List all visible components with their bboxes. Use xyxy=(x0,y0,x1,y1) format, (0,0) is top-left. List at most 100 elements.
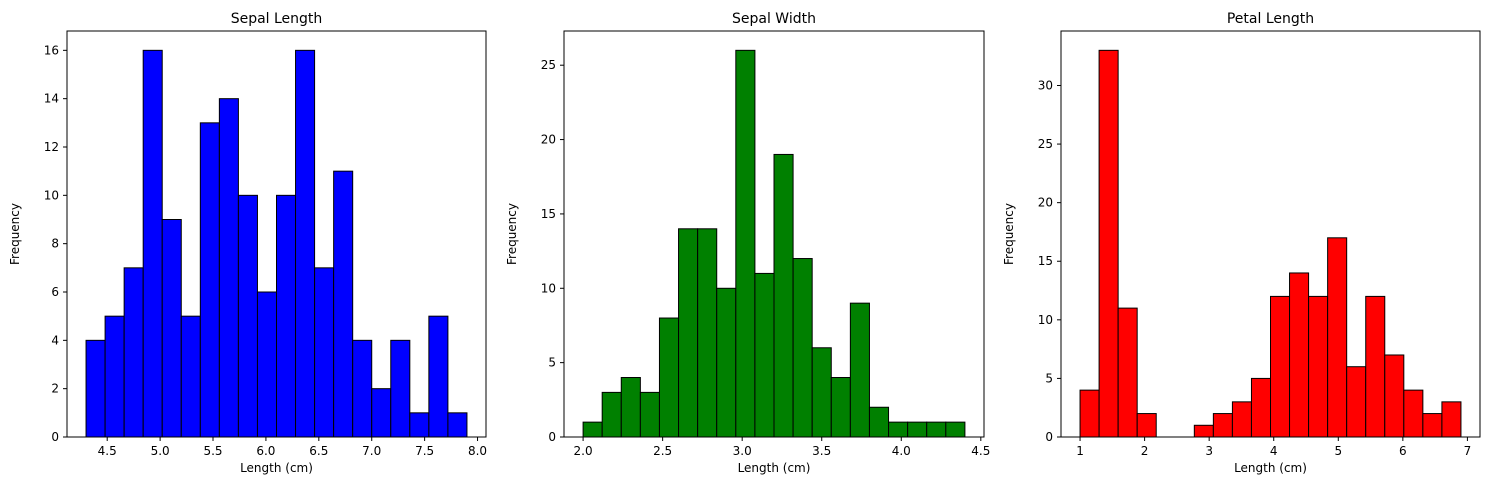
petal-length-bar xyxy=(1365,295,1386,438)
petal-length-x-tick-label: 1 xyxy=(1076,444,1084,458)
sepal-width-bar xyxy=(697,228,718,438)
petal-length-y-tick-label: 5 xyxy=(1045,371,1053,385)
sepal-width-title: Sepal Width xyxy=(732,11,816,27)
sepal-width-x-tick-label: 3.5 xyxy=(812,444,831,458)
petal-length-bar xyxy=(1384,354,1405,438)
petal-length-bar xyxy=(1117,307,1138,438)
petal-length-bar xyxy=(1193,424,1214,438)
sepal-length-x-axis-label: Length (cm) xyxy=(240,461,313,475)
sepal-length-y-tick-label: 4 xyxy=(51,333,59,347)
sepal-length-y-tick-label: 14 xyxy=(44,92,59,106)
sepal-width-axes-frame xyxy=(563,30,985,438)
sepal-length-x-tick-label: 5.5 xyxy=(203,444,222,458)
sepal-width-x-tick-label: 3.0 xyxy=(733,444,752,458)
sepal-width-bar xyxy=(754,272,775,438)
sepal-length-x-tick-label: 6.5 xyxy=(309,444,328,458)
petal-length-y-axis-label: Frequency xyxy=(1002,203,1016,265)
sepal-length-bar xyxy=(218,98,239,438)
sepal-length-bar xyxy=(123,267,144,438)
sepal-width-bar xyxy=(907,421,928,438)
petal-length-bar xyxy=(1136,413,1157,438)
sepal-width-bar xyxy=(678,228,699,438)
sepal-length-x-tick-label: 7.0 xyxy=(362,444,381,458)
petal-length-x-tick-label: 7 xyxy=(1464,444,1472,458)
sepal-length-y-tick-label: 0 xyxy=(51,430,59,444)
sepal-length-bar xyxy=(85,339,106,438)
sepal-width-y-tick-label: 0 xyxy=(548,430,556,444)
sepal-length-bar xyxy=(237,194,258,438)
sepal-length-bar xyxy=(104,315,125,438)
petal-length-bar xyxy=(1422,413,1443,438)
sepal-width-x-axis-label: Length (cm) xyxy=(738,461,811,475)
petal-length-bar xyxy=(1289,272,1310,438)
sepal-width-y-axis-label: Frequency xyxy=(505,203,519,265)
sepal-width-bar xyxy=(735,49,756,438)
sepal-length-x-tick-label: 8.0 xyxy=(468,444,487,458)
sepal-width-bar xyxy=(792,258,813,438)
sepal-length-bar xyxy=(409,412,430,438)
sepal-width-bar xyxy=(888,421,909,438)
sepal-width-bar xyxy=(868,406,890,438)
petal-length-bar xyxy=(1079,389,1100,438)
sepal-length-bar xyxy=(142,49,163,438)
sepal-length-bar xyxy=(390,339,411,438)
sepal-length-y-tick-label: 10 xyxy=(44,188,59,202)
sepal-length-bar xyxy=(428,315,449,438)
petal-length-y-tick-label: 15 xyxy=(1038,254,1053,268)
petal-length-bar xyxy=(1308,295,1329,438)
petal-length-y-tick-label: 30 xyxy=(1038,78,1053,92)
sepal-width-y-tick-label: 10 xyxy=(541,281,556,295)
sepal-width-x-tick-label: 2.5 xyxy=(653,444,672,458)
sepal-length-axes-frame xyxy=(66,30,487,438)
sepal-width-x-tick-label: 2.0 xyxy=(574,444,593,458)
petal-length-bar xyxy=(1270,295,1291,438)
sepal-width-y-tick-label: 20 xyxy=(541,133,556,147)
petal-length-y-tick-label: 20 xyxy=(1038,196,1053,210)
sepal-length-x-tick-label: 5.0 xyxy=(151,444,170,458)
sepal-width-y-tick-label: 15 xyxy=(541,207,556,221)
sepal-width-bar xyxy=(716,287,737,438)
sepal-length-y-tick-label: 6 xyxy=(51,285,59,299)
petal-length-bar xyxy=(1327,237,1348,438)
sepal-length-bar xyxy=(333,170,354,438)
sepal-width-bar xyxy=(601,391,622,438)
sepal-length-y-tick-label: 8 xyxy=(51,237,59,251)
sepal-width-chart: 2.0 2.5 3.0 3.5 4.0 4.5 0 5 10 15 20 25 Sepal Width L… xyxy=(505,11,990,475)
sepal-length-y-tick-label: 2 xyxy=(51,382,59,396)
sepal-length-x-tick-label: 6.0 xyxy=(256,444,275,458)
sepal-width-bar xyxy=(945,421,966,438)
sepal-length-bar xyxy=(371,388,392,438)
sepal-width-y-tick-label: 25 xyxy=(541,58,556,72)
petal-length-bar xyxy=(1250,377,1272,438)
sepal-length-y-axis-label: Frequency xyxy=(8,203,22,265)
sepal-length-bar xyxy=(314,267,335,438)
petal-length-bar xyxy=(1231,401,1252,438)
petal-length-x-tick-label: 4 xyxy=(1270,444,1278,458)
sepal-width-x-tick-label: 4.5 xyxy=(971,444,990,458)
sepal-length-y-tick-label: 12 xyxy=(44,140,59,154)
sepal-length-bar xyxy=(295,49,316,438)
petal-length-y-tick-label: 25 xyxy=(1038,137,1053,151)
sepal-length-bar xyxy=(352,339,373,438)
sepal-length-bar xyxy=(276,194,297,438)
sepal-length-bar xyxy=(180,315,201,438)
sepal-width-bar xyxy=(830,377,851,438)
petal-length-title: Petal Length xyxy=(1227,11,1314,27)
sepal-length-bar xyxy=(256,291,278,438)
sepal-length-x-tick-label: 7.5 xyxy=(415,444,434,458)
petal-length-bar xyxy=(1098,49,1119,438)
sepal-length-x-tick-label: 4.5 xyxy=(98,444,117,458)
sepal-length-bar xyxy=(447,412,468,438)
sepal-length-chart: 4.5 5.0 5.5 6.0 6.5 7.0 7.5 8.0 0 2 4 6 8 10 12 14 16 Sep… xyxy=(8,11,487,475)
petal-length-x-tick-label: 5 xyxy=(1334,444,1342,458)
sepal-width-bar xyxy=(639,391,660,438)
sepal-width-bar xyxy=(773,153,794,438)
petal-length-y-tick-label: 0 xyxy=(1045,430,1053,444)
sepal-length-bar xyxy=(161,219,182,438)
petal-length-axes-frame xyxy=(1060,30,1481,438)
sepal-width-bar xyxy=(620,377,641,438)
sepal-length-title: Sepal Length xyxy=(231,11,323,27)
petal-length-chart: 1 2 3 4 5 6 7 0 5 10 15 20 25 30 Petal Length Length (c… xyxy=(1002,11,1481,475)
petal-length-bar xyxy=(1212,413,1233,438)
petal-length-bar xyxy=(1403,389,1424,438)
